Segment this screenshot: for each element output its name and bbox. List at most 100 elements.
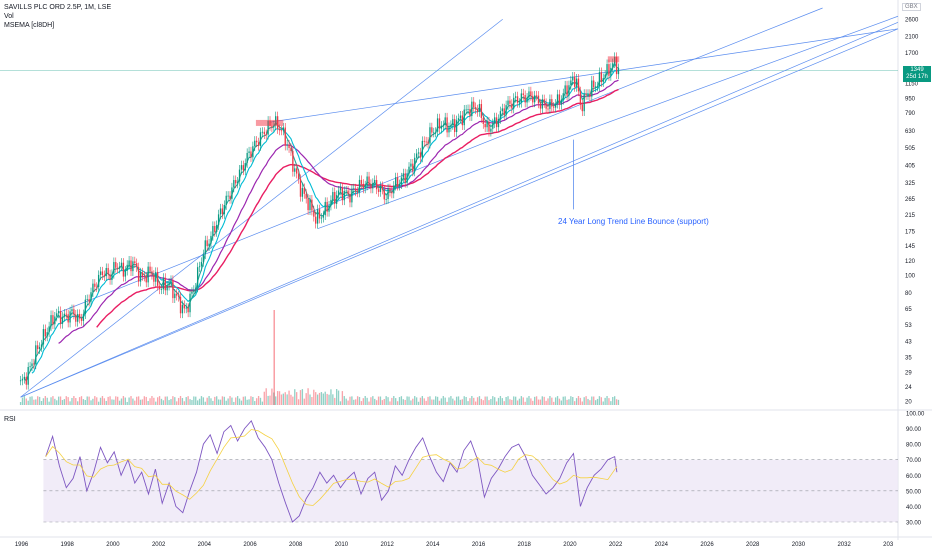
volume-bar	[29, 396, 31, 405]
candle-body	[435, 131, 437, 133]
candle-body	[54, 316, 56, 325]
candle-body	[200, 261, 203, 267]
volume-bar	[613, 396, 616, 405]
rsi-line	[45, 419, 618, 523]
candle-body	[52, 315, 54, 325]
volume-bar	[587, 398, 589, 405]
volume-bar	[57, 396, 60, 405]
candle-body	[534, 95, 536, 103]
volume-bar	[383, 399, 385, 405]
candle-body	[315, 216, 317, 224]
candle-body	[543, 99, 545, 103]
time-axis-tick: 2006	[243, 542, 257, 548]
msema-label[interactable]: MSEMA [cl8DH]	[4, 22, 55, 29]
volume-bar	[377, 396, 380, 405]
time-axis-tick: 2026	[700, 542, 714, 548]
volume-bar	[393, 396, 395, 405]
rsi-axis-tick: 40.00	[906, 505, 922, 511]
candle-body	[176, 293, 178, 296]
rsi-pane-label[interactable]: RSI	[4, 416, 16, 423]
volume-bar	[370, 397, 372, 405]
trend-line-2	[20, 28, 899, 398]
time-axis-tick: 2010	[335, 542, 349, 548]
volume-bar	[204, 401, 206, 405]
volume-bar	[160, 398, 163, 405]
volume-bar	[570, 396, 572, 405]
price-axis-tick: 65	[905, 307, 912, 313]
volume-bar	[581, 401, 583, 405]
candle-body	[195, 287, 197, 290]
volume-bar	[516, 400, 519, 405]
candle-body	[553, 106, 555, 108]
candle-body	[400, 177, 403, 185]
volume-bar	[94, 396, 96, 405]
volume-bar	[387, 397, 389, 405]
candle-body	[389, 188, 391, 192]
candle-body	[90, 292, 92, 302]
candle-body	[143, 275, 146, 277]
candle-body	[581, 104, 583, 112]
symbol-label[interactable]: SAVILLS PLC ORD 2.5P, 1M, LSE	[4, 4, 112, 11]
volume-bar	[96, 397, 98, 405]
candle-body	[507, 100, 509, 106]
volume-bar	[452, 398, 454, 405]
candle-body	[503, 108, 505, 116]
candle-body	[406, 173, 408, 183]
candle-body	[88, 299, 90, 302]
time-axis-tick: 2004	[198, 542, 212, 548]
candle-body	[490, 128, 492, 132]
price-axis-tick: 100	[905, 273, 916, 279]
volume-bar	[307, 388, 309, 405]
volume-bar	[71, 397, 73, 405]
price-axis-tick: 120	[905, 259, 916, 265]
volume-bar	[541, 396, 543, 405]
volume-bar	[358, 396, 361, 405]
candle-body	[414, 157, 416, 172]
candle-body	[139, 272, 142, 282]
candle-body	[240, 165, 243, 170]
candle-body	[286, 144, 288, 146]
candle-body	[299, 178, 302, 197]
volume-spike-bar	[273, 310, 275, 405]
volume-bar	[524, 401, 526, 405]
candle-body	[292, 151, 294, 172]
volume-bar	[412, 398, 414, 405]
volume-bar	[414, 396, 416, 405]
candle-body	[101, 271, 104, 276]
volume-bar	[457, 396, 460, 405]
volume-bar	[391, 397, 393, 405]
volume-bar	[566, 399, 568, 405]
candle-body	[545, 102, 547, 109]
volume-bar	[560, 400, 563, 405]
volume-bar	[379, 396, 382, 405]
volume-bar	[520, 396, 523, 405]
price-axis-tick: 2100	[905, 34, 919, 40]
candle-body	[261, 131, 264, 133]
candle-body	[80, 318, 83, 321]
time-axis-tick: 2030	[792, 542, 806, 548]
candle-body	[463, 109, 465, 126]
candle-body	[250, 151, 252, 158]
volume-bar	[490, 398, 492, 405]
volume-bar	[494, 397, 496, 405]
volume-bar	[254, 401, 256, 405]
candle-body	[78, 313, 81, 319]
volume-bar	[88, 396, 90, 405]
volume-bar	[558, 398, 561, 405]
rsi-axis-tick: 50.00	[906, 489, 922, 495]
volume-bar	[438, 400, 441, 405]
vol-label[interactable]: Vol	[4, 13, 14, 20]
volume-bar	[476, 397, 479, 405]
volume-bar	[196, 400, 199, 405]
volume-bar	[309, 394, 311, 405]
candle-body	[433, 132, 435, 134]
volume-bar	[398, 397, 401, 405]
candle-body	[612, 63, 614, 68]
candle-body	[467, 109, 469, 110]
candle-body	[284, 127, 286, 146]
volume-bar	[35, 399, 37, 405]
rsi-axis-tick: 90.00	[906, 427, 922, 433]
candle-body	[118, 266, 121, 269]
price-axis-tick: 53	[905, 323, 912, 329]
